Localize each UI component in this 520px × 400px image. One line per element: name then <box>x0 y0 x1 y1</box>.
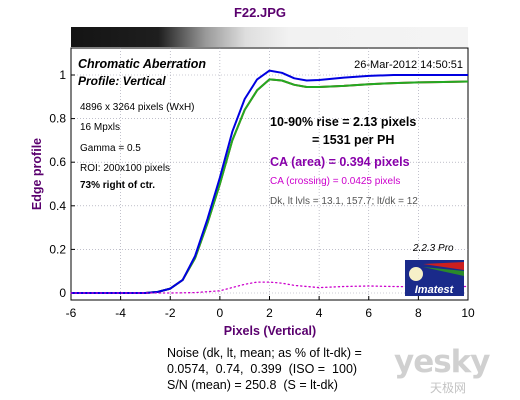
file-title: F22.JPG <box>234 5 286 20</box>
info-line-3: Gamma = 0.5 <box>80 143 141 154</box>
imatest-logo: Imatest <box>405 260 464 296</box>
sn-line: S/N (mean) = 250.8 (S = lt-dk) <box>167 378 338 392</box>
levels-line: Dk, lt lvls = 13.1, 157.7; lt/dk = 12 <box>270 196 418 207</box>
y-tick-label-2: 0.4 <box>49 199 66 213</box>
x-tick-label-3: 0 <box>217 306 224 320</box>
ca-area: CA (area) = 0.394 pixels <box>270 155 410 169</box>
x-tick-label-7: 8 <box>415 306 422 320</box>
y-tick-label-3: 0.6 <box>49 155 66 169</box>
version-label: 2.2.3 Pro <box>412 243 454 254</box>
watermark: yesky 天极网 <box>394 344 516 395</box>
watermark-subtext: 天极网 <box>430 381 467 395</box>
rise-line-1: 10-90% rise = 2.13 pixels <box>270 115 416 129</box>
info-line-2: 16 Mpxls <box>80 122 120 133</box>
noise-line-1: Noise (dk, lt, mean; as % of lt-dk) = <box>167 346 362 360</box>
info-line-bold: 73% right of ctr. <box>80 180 155 191</box>
watermark-text: yesky <box>394 344 491 380</box>
info-line-1: 4896 x 3264 pixels (WxH) <box>80 102 195 113</box>
panel-title: Chromatic Aberration <box>78 57 206 71</box>
x-axis-label: Pixels (Vertical) <box>224 324 316 338</box>
x-tick-label-4: 2 <box>266 306 273 320</box>
y-tick-label-4: 0.8 <box>49 112 66 126</box>
x-tick-label-0: -6 <box>66 306 77 320</box>
series-blue-line <box>71 69 468 294</box>
x-tick-label-8: 10 <box>461 306 475 320</box>
info-line-4: ROI: 200x100 pixels <box>80 163 170 174</box>
timestamp: 26-Mar-2012 14:50:51 <box>354 59 463 71</box>
rise-line-2: = 1531 per PH <box>312 133 394 147</box>
grid <box>71 48 468 300</box>
x-tick-label-5: 4 <box>316 306 323 320</box>
series-magenta-line <box>70 281 469 294</box>
x-tick-label-1: -4 <box>115 306 126 320</box>
y-tick-label-0: 0 <box>59 286 66 300</box>
y-axis-label: Edge profile <box>30 138 44 210</box>
y-tick-label-5: 1 <box>59 68 66 82</box>
data-series <box>70 69 469 294</box>
x-tick-label-2: -2 <box>165 306 176 320</box>
panel-subtitle: Profile: Vertical <box>78 74 166 88</box>
noise-line-2: 0.0574, 0.74, 0.399 (ISO = 100) <box>167 362 358 376</box>
ca-crossing: CA (crossing) = 0.0425 pixels <box>270 176 400 187</box>
axis-ticks: -6 -4 -2 0 2 4 6 8 10 0 0.2 0.4 0.6 0.8 1 <box>49 68 475 320</box>
x-tick-label-6: 6 <box>365 306 372 320</box>
gray-gradient-strip <box>71 27 468 47</box>
y-tick-label-1: 0.2 <box>49 242 66 256</box>
logo-text: Imatest <box>415 284 455 296</box>
